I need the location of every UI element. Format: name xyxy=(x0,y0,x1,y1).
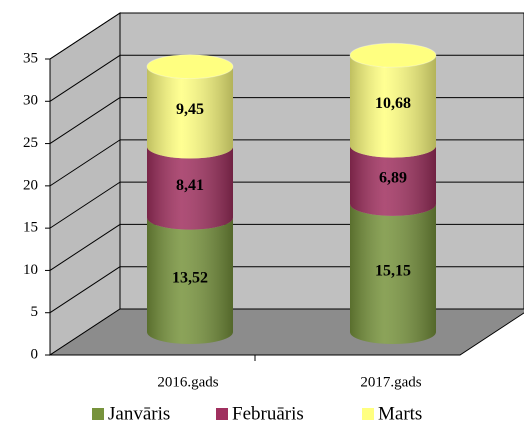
grid-line xyxy=(49,224,121,271)
legend-swatch xyxy=(362,408,374,420)
cylinder-top xyxy=(146,54,234,80)
y-tick-label: 35 xyxy=(23,50,38,66)
value-label: 9,45 xyxy=(176,101,204,118)
legend-label: Februāris xyxy=(232,403,304,424)
cylinder-top xyxy=(349,42,437,68)
cylinder-shade xyxy=(350,203,436,344)
value-label: 10,68 xyxy=(375,95,411,112)
floor xyxy=(48,308,524,356)
grid-line xyxy=(49,54,121,102)
y-tick-label: 10 xyxy=(23,262,38,278)
side-wall xyxy=(49,12,121,356)
legend-label: Janvāris xyxy=(108,403,170,424)
grid-line xyxy=(49,139,121,187)
legend-swatch xyxy=(216,408,228,420)
cylinder-shade xyxy=(147,146,233,230)
y-tick-label: 0 xyxy=(31,346,39,362)
value-label: 6,89 xyxy=(379,169,407,186)
grid-line xyxy=(49,266,121,314)
x-tick-label: 2017.gads xyxy=(360,374,421,390)
legend-swatch xyxy=(92,408,104,420)
value-label: 13,52 xyxy=(172,270,208,287)
y-tick-label: 30 xyxy=(23,93,38,109)
cylinder-shade xyxy=(147,66,233,159)
value-label: 8,41 xyxy=(176,177,204,194)
y-tick-label: 5 xyxy=(31,304,39,320)
legend-label: Marts xyxy=(378,403,422,424)
cylinder-shade xyxy=(350,55,436,158)
value-label: 15,15 xyxy=(375,263,411,280)
grid-line xyxy=(49,12,121,60)
cylinder-shade xyxy=(147,217,233,344)
y-tick-label: 20 xyxy=(23,177,38,193)
grid-line xyxy=(49,181,121,229)
grid-line xyxy=(49,97,121,144)
cylinder-shade xyxy=(350,145,436,216)
y-tick-label: 15 xyxy=(23,220,38,236)
y-tick-label: 25 xyxy=(23,135,38,151)
x-tick-label: 2016.gads xyxy=(157,374,218,390)
